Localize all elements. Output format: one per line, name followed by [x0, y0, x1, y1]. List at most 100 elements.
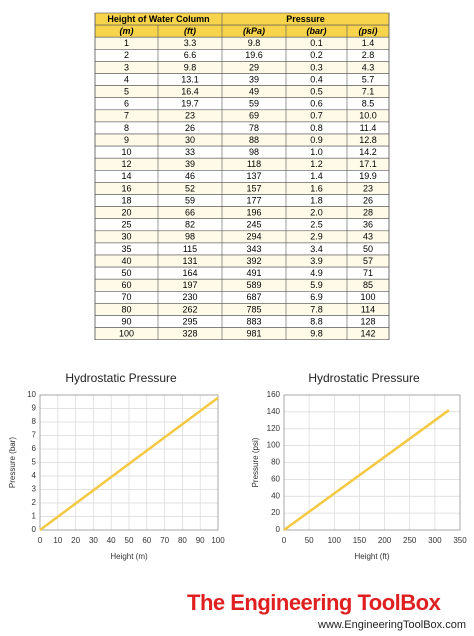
x-tick-label: 40	[107, 536, 116, 545]
table-cell: 164	[182, 268, 197, 278]
y-tick-label: 0	[276, 525, 281, 534]
table-cell: 6	[124, 99, 129, 109]
table-cell: 115	[183, 244, 197, 254]
x-tick-label: 80	[178, 536, 187, 545]
table-cell: 70	[121, 292, 131, 302]
x-axis-label: Height (m)	[110, 552, 148, 561]
table-row	[94, 266, 390, 280]
table-cell: 30	[185, 135, 195, 145]
table-cell: 1	[124, 38, 129, 48]
table-cell: 13.1	[181, 74, 199, 84]
table-cell: 3.3	[184, 38, 197, 48]
table-cell: 100	[119, 329, 134, 339]
table-cell: 589	[246, 280, 261, 290]
table-cell: 4.9	[310, 268, 323, 278]
table-cell: 80	[121, 304, 131, 314]
logo: The Engineering ToolBox	[187, 590, 442, 615]
y-tick-label: 40	[271, 491, 280, 500]
table-cell: 49	[249, 87, 259, 97]
table-cell: 687	[246, 292, 261, 302]
table-cell: 3	[124, 62, 129, 72]
x-tick-label: 150	[353, 536, 367, 545]
table-cell: 114	[361, 304, 375, 314]
table-cell: 2.5	[310, 220, 323, 230]
y-tick-label: 3	[32, 485, 37, 494]
table-cell: 137	[246, 171, 261, 181]
table-cell: 3.4	[310, 244, 323, 254]
table-cell: 78	[249, 123, 259, 133]
table-header: Pressure	[286, 14, 325, 24]
table-row	[94, 133, 390, 147]
y-axis-label: Pressure (bar)	[8, 437, 17, 488]
y-tick-label: 2	[32, 498, 37, 507]
x-tick-label: 0	[282, 536, 287, 545]
table-cell: 177	[246, 195, 261, 205]
table-cell: 25	[121, 220, 131, 230]
table-cell: 20	[121, 208, 131, 218]
chart-title: Hydrostatic Pressure	[65, 371, 177, 385]
y-tick-label: 5	[32, 458, 37, 467]
table-row	[94, 36, 390, 50]
table-cell: 0.1	[310, 38, 323, 48]
y-tick-label: 7	[32, 431, 37, 440]
y-tick-label: 120	[267, 424, 281, 433]
table-row	[94, 218, 390, 232]
table-cell: 71	[363, 268, 373, 278]
table-cell: 883	[246, 316, 261, 326]
table-cell: 29	[249, 62, 259, 72]
table-row	[94, 230, 390, 244]
table-cell: 1.6	[310, 183, 323, 193]
table-cell: 10.0	[359, 111, 377, 121]
table-subheader: (kPa)	[243, 26, 265, 36]
x-axis-label: Height (ft)	[354, 552, 389, 561]
y-tick-label: 0	[32, 525, 37, 534]
table-cell: 85	[363, 280, 373, 290]
table-cell: 28	[363, 208, 373, 218]
table-cell: 0.5	[310, 87, 323, 97]
table-row	[94, 121, 390, 135]
table-cell: 8.8	[310, 316, 323, 326]
table-cell: 196	[246, 208, 261, 218]
table-cell: 18	[121, 195, 131, 205]
table-cell: 19.6	[245, 50, 263, 60]
table-row	[94, 170, 390, 183]
table-cell: 39	[249, 74, 259, 84]
table-subheader: (ft)	[184, 26, 196, 36]
table-cell: 33	[185, 147, 195, 157]
table-cell: 328	[182, 329, 197, 339]
table-cell: 1.4	[362, 38, 375, 48]
table-cell: 245	[246, 220, 261, 230]
x-tick-label: 100	[328, 536, 342, 545]
table-header: Height of Water Column	[107, 14, 209, 24]
table-cell: 2.0	[310, 208, 323, 218]
x-tick-label: 0	[38, 536, 43, 545]
table-cell: 4	[124, 74, 129, 84]
y-tick-label: 1	[32, 512, 37, 521]
table-cell: 294	[246, 232, 261, 242]
table-cell: 1.8	[310, 195, 323, 205]
table-cell: 14	[121, 171, 131, 181]
table-cell: 118	[247, 159, 261, 169]
table-cell: 16.4	[181, 87, 199, 97]
table-cell: 9.8	[184, 62, 197, 72]
table-cell: 1.4	[310, 171, 323, 181]
table-cell: 100	[360, 292, 375, 302]
table-cell: 5.9	[310, 280, 323, 290]
y-tick-label: 60	[271, 474, 280, 483]
table-row	[94, 157, 390, 171]
y-tick-label: 160	[267, 390, 281, 399]
table-cell: 5	[124, 87, 129, 97]
table-cell: 19.9	[359, 171, 377, 181]
table-cell: 3.9	[310, 256, 323, 266]
x-tick-label: 30	[89, 536, 98, 545]
table-cell: 2.8	[362, 50, 375, 60]
table-row	[94, 194, 390, 207]
table-row	[94, 278, 390, 292]
table-cell: 0.8	[310, 123, 323, 133]
table-cell: 14.2	[359, 147, 377, 157]
table-cell: 12.8	[359, 135, 377, 145]
table-cell: 1.0	[310, 147, 323, 157]
table-cell: 981	[246, 329, 261, 339]
table-cell: 0.9	[310, 135, 323, 145]
